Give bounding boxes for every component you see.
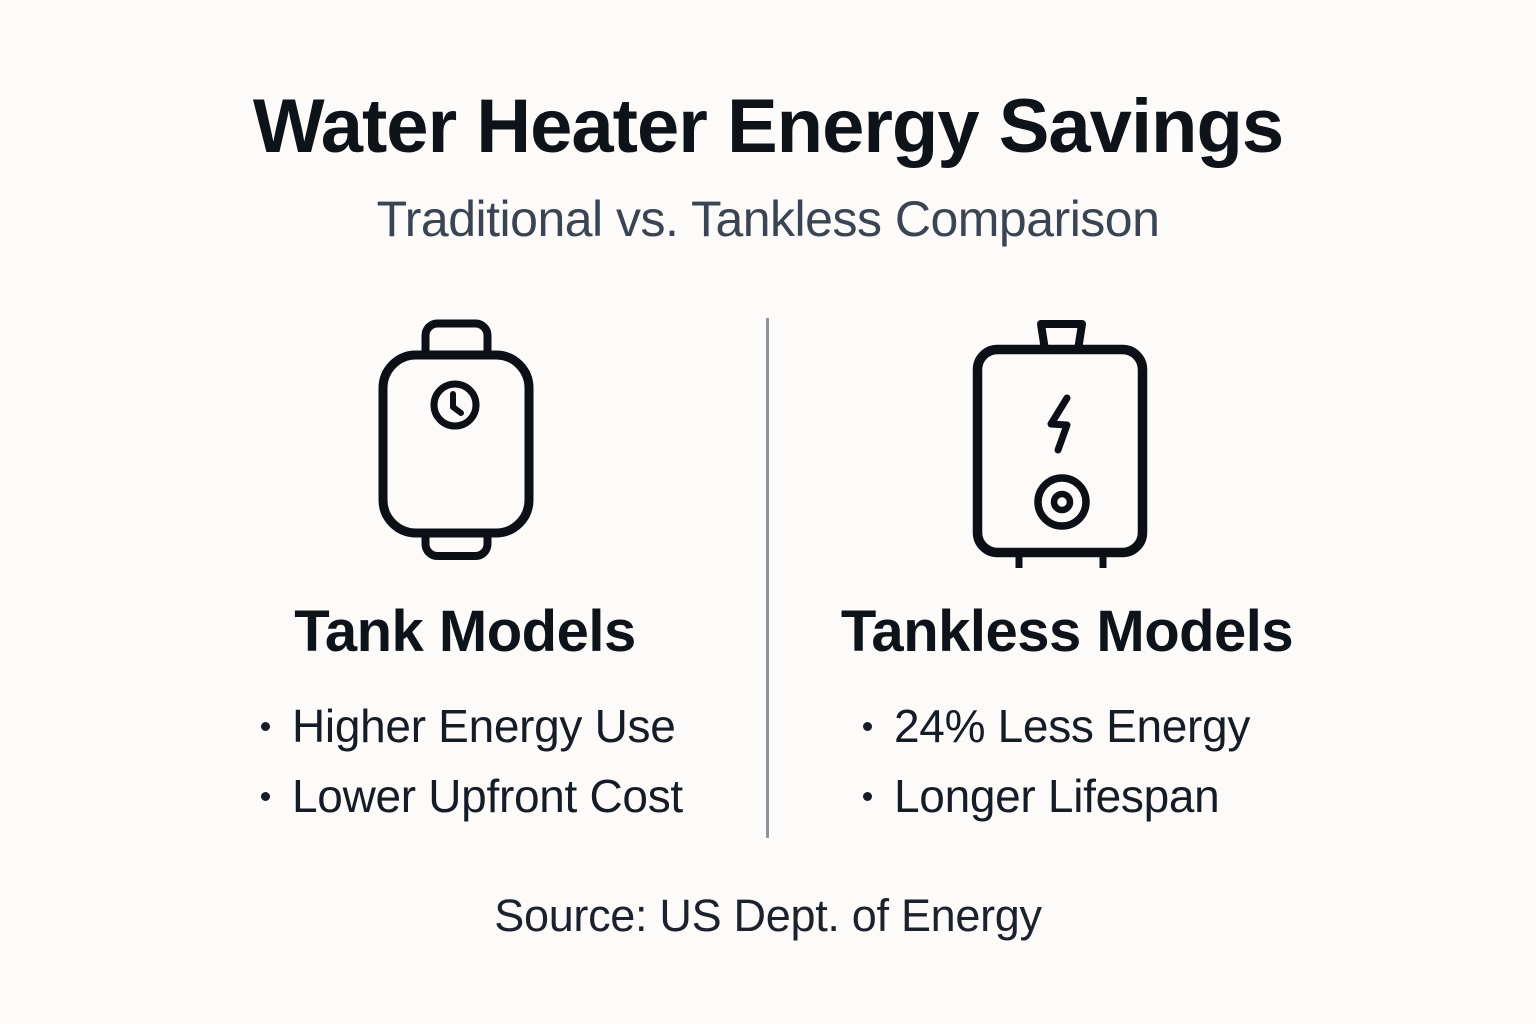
tank-water-heater-icon	[378, 319, 534, 560]
bullet-dot-icon	[261, 791, 270, 801]
vertical-divider	[766, 318, 769, 838]
comparison-section: Tank Models Higher Energy Use Lower Upfr…	[0, 313, 1536, 858]
column-heading-tank: Tank Models	[294, 599, 636, 664]
bullet-list-tankless: 24% Less Energy Longer Lifespan	[767, 691, 1250, 831]
bullet-text: Higher Energy Use	[292, 700, 676, 752]
tankless-water-heater-icon	[972, 320, 1148, 568]
list-item: 24% Less Energy	[863, 691, 1250, 761]
bullet-dot-icon	[261, 721, 270, 731]
list-item: Higher Energy Use	[261, 691, 683, 761]
column-heading-tankless: Tankless Models	[840, 599, 1294, 664]
bullet-list-tank: Higher Energy Use Lower Upfront Cost	[165, 691, 683, 831]
bullet-text: Longer Lifespan	[894, 770, 1220, 822]
page-title: Water Heater Energy Savings	[252, 84, 1284, 169]
list-item: Longer Lifespan	[863, 761, 1250, 831]
bullet-dot-icon	[863, 791, 872, 801]
bullet-text: Lower Upfront Cost	[292, 770, 683, 822]
column-tank: Tank Models Higher Energy Use Lower Upfr…	[165, 313, 765, 858]
source-attribution: Source: US Dept. of Energy	[494, 890, 1042, 941]
list-item: Lower Upfront Cost	[261, 761, 683, 831]
bullet-text: 24% Less Energy	[894, 700, 1251, 752]
column-tankless: Tankless Models 24% Less Energy Longer L…	[767, 313, 1367, 858]
page-subtitle: Traditional vs. Tankless Comparison	[376, 191, 1160, 247]
bullet-dot-icon	[863, 721, 872, 731]
